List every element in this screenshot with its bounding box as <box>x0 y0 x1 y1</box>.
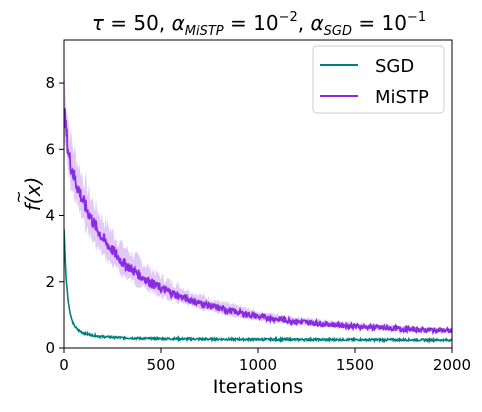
title-comma: , <box>298 11 311 35</box>
chart-title: τ = 50, αMiSTP = 10−2, αSGD = 10−1 <box>92 10 426 39</box>
x-axis-label: Iterations <box>213 376 304 398</box>
ticks-layer: 0 500 1000 1500 2000 0 2 4 6 8 <box>45 74 471 374</box>
x-tick-label: 1000 <box>239 356 277 374</box>
x-tick-label: 500 <box>147 356 176 374</box>
y-tick-label: 6 <box>45 140 55 158</box>
y-axis-label-group: ~ f(x) <box>9 177 45 211</box>
title-alpha-sgd-exp: −1 <box>407 10 426 25</box>
legend-label-mistp: MiSTP <box>375 87 429 108</box>
x-tick-label: 0 <box>59 356 69 374</box>
title-alpha-mistp: α <box>172 11 185 35</box>
y-tick-label: 0 <box>45 339 55 357</box>
legend: SGD MiSTP <box>312 45 445 114</box>
series-line-sgd <box>64 228 452 344</box>
title-alpha-mistp-sub: MiSTP <box>185 24 224 39</box>
title-alpha-sgd: α <box>310 11 323 35</box>
x-tick-label: 1500 <box>336 356 374 374</box>
title-tau: τ <box>92 11 105 35</box>
series-line-mistp <box>64 108 452 336</box>
title-alpha-sgd-sub: SGD <box>324 24 352 39</box>
title-tau-eq: = 50, <box>104 11 172 35</box>
y-axis-label: f(x) <box>21 177 45 211</box>
legend-label-sgd: SGD <box>375 56 414 77</box>
y-tick-label: 4 <box>45 207 55 225</box>
plot-layer <box>64 70 452 344</box>
y-tick-label: 2 <box>45 273 55 291</box>
y-axis-label-accent: ~ <box>9 190 28 203</box>
title-alpha-sgd-eq: = 10 <box>352 11 407 35</box>
title-alpha-mistp-exp: −2 <box>279 10 298 25</box>
y-tick-label: 8 <box>45 74 55 92</box>
x-tick-label: 2000 <box>433 356 471 374</box>
title-alpha-mistp-eq: = 10 <box>224 11 279 35</box>
